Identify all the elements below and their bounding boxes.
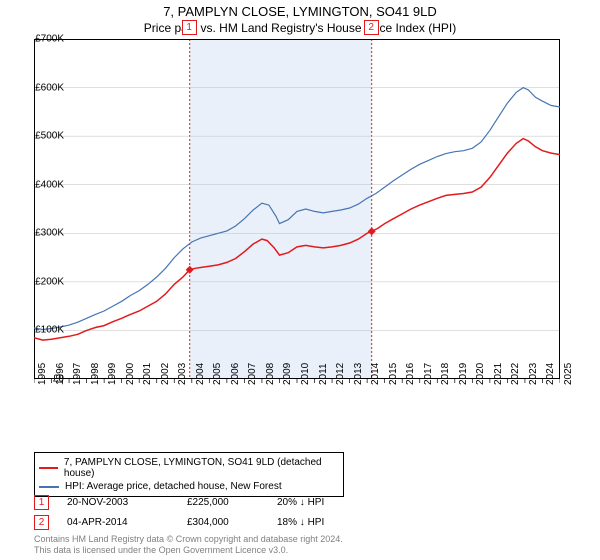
transaction-price: £304,000 [187, 517, 277, 528]
x-axis-label: 2023 [528, 363, 539, 385]
x-axis-label: 2002 [160, 363, 171, 385]
transaction-date: 20-NOV-2003 [67, 497, 187, 508]
transaction-date: 04-APR-2014 [67, 517, 187, 528]
x-axis-label: 2022 [510, 363, 521, 385]
x-axis-label: 2014 [370, 363, 381, 385]
x-axis-label: 1997 [72, 363, 83, 385]
page-subtitle: Price paid vs. HM Land Registry's House … [0, 19, 600, 39]
chart-transaction-badge: 2 [364, 20, 379, 35]
footer-attribution: Contains HM Land Registry data © Crown c… [34, 534, 343, 557]
x-axis-label: 2000 [125, 363, 136, 385]
x-axis-label: 2025 [563, 363, 574, 385]
transaction-delta: 20% ↓ HPI [277, 497, 367, 508]
y-axis-label: £300K [35, 228, 64, 239]
x-axis-label: 1999 [107, 363, 118, 385]
chart-svg [34, 39, 560, 399]
footer-line: This data is licensed under the Open Gov… [34, 545, 343, 556]
x-axis-label: 1996 [55, 363, 66, 385]
x-axis-label: 2010 [300, 363, 311, 385]
x-axis-label: 2008 [265, 363, 276, 385]
legend-label-price: 7, PAMPLYN CLOSE, LYMINGTON, SO41 9LD (d… [64, 457, 339, 479]
x-axis-label: 2006 [230, 363, 241, 385]
x-axis-label: 2019 [458, 363, 469, 385]
footer-line: Contains HM Land Registry data © Crown c… [34, 534, 343, 545]
x-axis-label: 2009 [282, 363, 293, 385]
x-axis-label: 1995 [37, 363, 48, 385]
x-axis-label: 2001 [142, 363, 153, 385]
transaction-row: 2 04-APR-2014 £304,000 18% ↓ HPI [34, 512, 367, 532]
transaction-delta: 18% ↓ HPI [277, 517, 367, 528]
transaction-table: 1 20-NOV-2003 £225,000 20% ↓ HPI 2 04-AP… [34, 492, 367, 532]
y-axis-label: £100K [35, 325, 64, 336]
page-title: 7, PAMPLYN CLOSE, LYMINGTON, SO41 9LD [0, 0, 600, 19]
y-axis-label: £600K [35, 82, 64, 93]
x-axis-label: 2020 [475, 363, 486, 385]
transaction-price: £225,000 [187, 497, 277, 508]
legend-swatch-price [39, 467, 58, 469]
chart-area: £0£100K£200K£300K£400K£500K£600K£700K 19… [34, 39, 594, 409]
legend-row-price: 7, PAMPLYN CLOSE, LYMINGTON, SO41 9LD (d… [39, 456, 339, 480]
y-axis-label: £400K [35, 179, 64, 190]
legend-swatch-hpi [39, 486, 59, 488]
x-axis-label: 2003 [177, 363, 188, 385]
x-axis-label: 1998 [90, 363, 101, 385]
x-axis-label: 2017 [423, 363, 434, 385]
x-axis-label: 2021 [493, 363, 504, 385]
transaction-badge: 1 [34, 495, 49, 510]
y-axis-label: £700K [35, 34, 64, 45]
legend-label-hpi: HPI: Average price, detached house, New … [65, 481, 282, 492]
x-axis-label: 2018 [440, 363, 451, 385]
x-axis-label: 2011 [318, 363, 329, 385]
y-axis-label: £500K [35, 131, 64, 142]
x-axis-label: 2013 [353, 363, 364, 385]
x-axis-label: 2024 [545, 363, 556, 385]
x-axis-label: 2007 [247, 363, 258, 385]
x-axis-label: 2005 [212, 363, 223, 385]
x-axis-label: 2016 [405, 363, 416, 385]
y-axis-label: £200K [35, 276, 64, 287]
x-axis-label: 2004 [195, 363, 206, 385]
legend: 7, PAMPLYN CLOSE, LYMINGTON, SO41 9LD (d… [34, 452, 344, 497]
x-axis-label: 2015 [388, 363, 399, 385]
transaction-row: 1 20-NOV-2003 £225,000 20% ↓ HPI [34, 492, 367, 512]
chart-transaction-badge: 1 [182, 20, 197, 35]
transaction-badge: 2 [34, 515, 49, 530]
x-axis-label: 2012 [335, 363, 346, 385]
